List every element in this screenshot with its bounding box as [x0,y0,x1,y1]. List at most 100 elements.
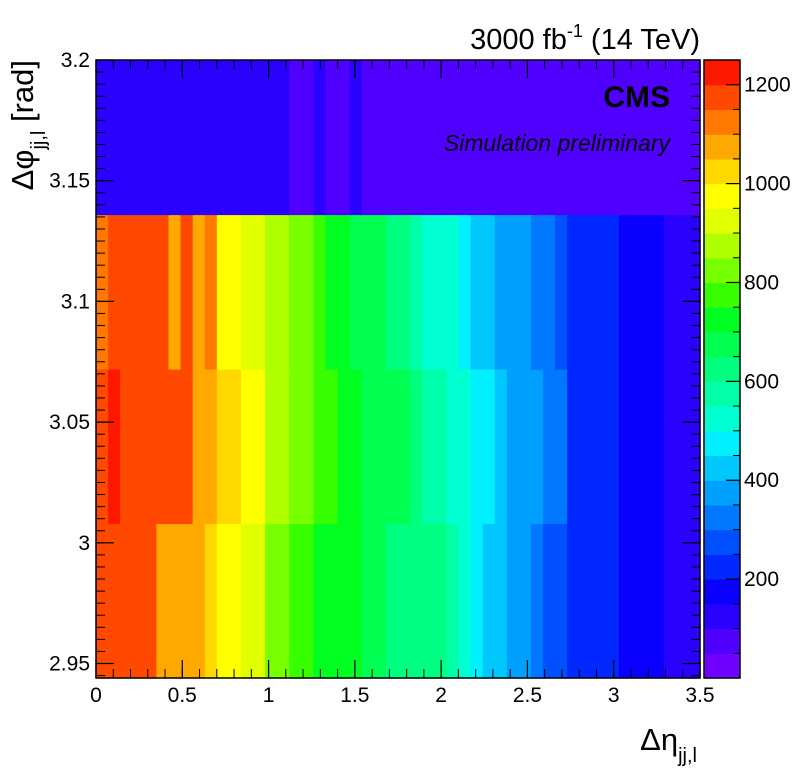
heatmap-cell [265,523,290,679]
heatmap-cell [216,60,242,216]
palette-swatch [704,430,740,457]
heatmap-cell [618,60,665,216]
heatmap-cell [349,369,363,525]
heatmap-cell [240,369,266,525]
heatmap-cell [618,214,665,370]
heatmap-cell [555,523,568,679]
heatmap-cell [494,523,508,679]
x-axis-symbol: Δη [640,722,678,757]
heatmap-cell [204,523,218,679]
heatmap-cell [410,60,423,216]
heatmap-cell [216,523,242,679]
x-axis-subscript: jj,l [677,745,697,767]
heatmap-cell [168,369,182,525]
heatmap-cell [96,214,109,370]
heatmap-cell [313,369,327,525]
heatmap-cells [96,60,701,679]
heatmap-cell [325,60,339,216]
palette-swatch [704,109,740,135]
heatmap-cell [567,369,620,525]
x-tick-label: 1 [263,684,275,707]
heatmap-cell [458,523,472,679]
palette-swatch [704,84,740,111]
y-tick-label: 3.15 [49,170,90,193]
heatmap-cell [361,60,387,216]
y-tick-label: 2.95 [49,653,90,676]
heatmap-cell [289,60,315,216]
heatmap-cell [120,214,145,370]
heatmap-cell [204,60,218,216]
heatmap-cell [542,214,556,370]
x-axis-title: Δηjj,l [640,722,697,767]
heatmap-cell [542,523,556,679]
heatmap-cell [313,523,327,679]
heatmap-cell [385,369,411,525]
y-tick-label: 3.05 [49,411,90,434]
z-tick-label: 200 [744,568,779,591]
heatmap-cell [289,214,315,370]
heatmap-cell [555,214,568,370]
heatmap-cell [385,214,411,370]
heatmap-cell [530,369,544,525]
heatmap-cell [470,214,484,370]
heatmap-cell [482,523,496,679]
heatmap-cell [192,214,206,370]
heatmap-cell [567,60,620,216]
heatmap-cell [361,369,387,525]
z-axis-ticks: 200 400 600 800 1000 1200 [726,59,791,654]
heatmap-cell [192,523,206,679]
heatmap-cell [144,214,157,370]
heatmap-cell [482,369,496,525]
palette-swatch [704,183,740,209]
heatmap-cell [240,214,266,370]
heatmap-cell [120,60,145,216]
palette-swatch [704,208,740,234]
heatmap-cell [168,214,182,370]
palette-swatch [704,504,740,531]
heatmap-cell [494,369,508,525]
heatmap-cell [192,369,206,525]
heatmap-cell [108,60,121,216]
heatmap-cell [482,214,496,370]
heatmap-cell [663,60,701,216]
heatmap-cell [530,214,544,370]
heatmap-cell [216,369,242,525]
palette-swatch [704,257,740,284]
heatmap-cell [180,60,194,216]
heatmap-cell [313,60,327,216]
heatmap-cell [192,60,206,216]
heatmap-cell [144,60,157,216]
heatmap-cell [168,523,182,679]
heatmap-cell [108,214,121,370]
heatmap-cell [240,523,266,679]
heatmap-cell [542,369,556,525]
x-axis-ticks: 0 0.5 1 1.5 2 2.5 3 3.5 [90,60,715,707]
heatmap-cell [567,214,620,370]
heatmap-cell [180,369,194,525]
heatmap-cell [168,60,182,216]
heatmap-cell [482,60,496,216]
heatmap-cell [144,523,157,679]
heatmap-cell [108,369,121,525]
z-tick-label: 600 [744,370,779,393]
heatmap-cell [555,60,568,216]
heatmap-cell [494,214,508,370]
z-tick-label: 400 [744,469,779,492]
heatmap-cell [325,523,339,679]
z-tick-label: 1200 [744,74,791,97]
palette-swatch [704,356,740,382]
y-axis-unit: [rad] [5,60,40,131]
heatmap-cell [204,214,218,370]
x-tick-label: 2 [435,684,447,707]
x-tick-label: 2.5 [513,684,542,707]
palette-swatch [704,158,740,185]
heatmap-cell [555,369,568,525]
heatmap-cell [506,60,532,216]
heatmap-cell [313,214,327,370]
heatmap-cell [120,523,145,679]
palette-swatch [704,455,740,481]
heatmap-cell [265,214,290,370]
heatmap-cell [96,60,109,216]
heatmap-cell [361,523,387,679]
heatmap-cell [663,523,701,679]
